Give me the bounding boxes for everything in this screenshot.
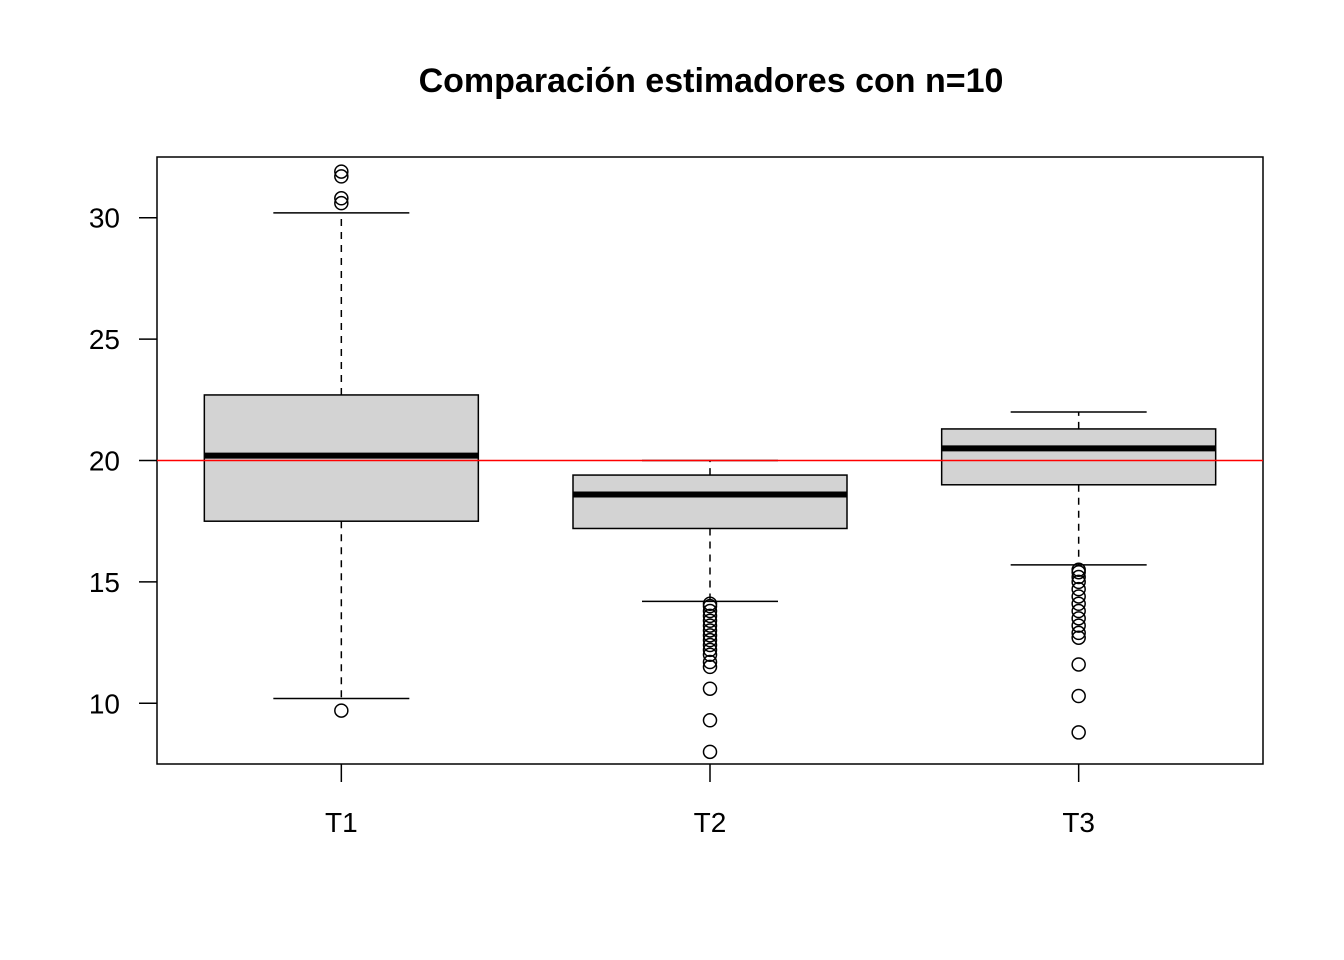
outlier-point bbox=[1071, 688, 1086, 704]
outlier-point bbox=[334, 703, 349, 718]
box-T3 bbox=[940, 428, 1217, 486]
outlier-point bbox=[1071, 630, 1086, 645]
outlier-point bbox=[334, 169, 349, 184]
outlier-point bbox=[1071, 569, 1086, 585]
chart-title: Comparación estimadores con n=10 bbox=[419, 62, 1004, 100]
outlier-point bbox=[702, 603, 718, 619]
outlier-point bbox=[1071, 574, 1086, 590]
outlier-point bbox=[702, 613, 718, 628]
x-tick-label: T2 bbox=[694, 807, 727, 838]
outlier-point bbox=[702, 647, 718, 662]
y-tick-label: 30 bbox=[89, 203, 120, 234]
outlier-point bbox=[702, 608, 718, 624]
x-tick-label: T1 bbox=[325, 807, 358, 838]
outlier-point bbox=[334, 164, 349, 179]
outlier-point bbox=[1071, 581, 1086, 597]
outlier-point bbox=[702, 628, 718, 643]
outlier-point bbox=[1071, 625, 1086, 641]
y-tick-label: 20 bbox=[89, 446, 120, 477]
outlier-point bbox=[702, 642, 718, 658]
outlier-point bbox=[702, 623, 718, 638]
y-tick-label: 25 bbox=[89, 324, 120, 355]
outlier-point bbox=[1071, 589, 1086, 604]
outlier-point bbox=[702, 744, 718, 760]
outlier-point bbox=[702, 713, 718, 728]
outlier-point bbox=[1071, 618, 1086, 633]
outlier-point bbox=[1071, 657, 1086, 672]
outlier-point bbox=[702, 681, 718, 696]
outlier-point bbox=[1071, 603, 1086, 619]
box-T2 bbox=[572, 474, 848, 530]
y-tick-label: 10 bbox=[89, 688, 120, 719]
outlier-point bbox=[702, 637, 718, 653]
outlier-point bbox=[1071, 562, 1086, 578]
outlier-point bbox=[702, 632, 718, 648]
outlier-point bbox=[702, 659, 718, 675]
outlier-point bbox=[702, 654, 718, 670]
plot-area: 10 15 20 25 30 T1 T2 T3 bbox=[89, 156, 1264, 838]
outlier-point bbox=[702, 618, 718, 633]
outlier-point bbox=[1071, 725, 1086, 740]
outlier-point bbox=[702, 596, 718, 612]
outlier-point bbox=[1071, 596, 1086, 612]
outlier-point bbox=[334, 191, 349, 206]
outlier-point bbox=[334, 195, 349, 211]
y-tick-label: 15 bbox=[89, 567, 120, 598]
outlier-point bbox=[1071, 611, 1086, 626]
x-tick-label: T3 bbox=[1062, 807, 1095, 838]
